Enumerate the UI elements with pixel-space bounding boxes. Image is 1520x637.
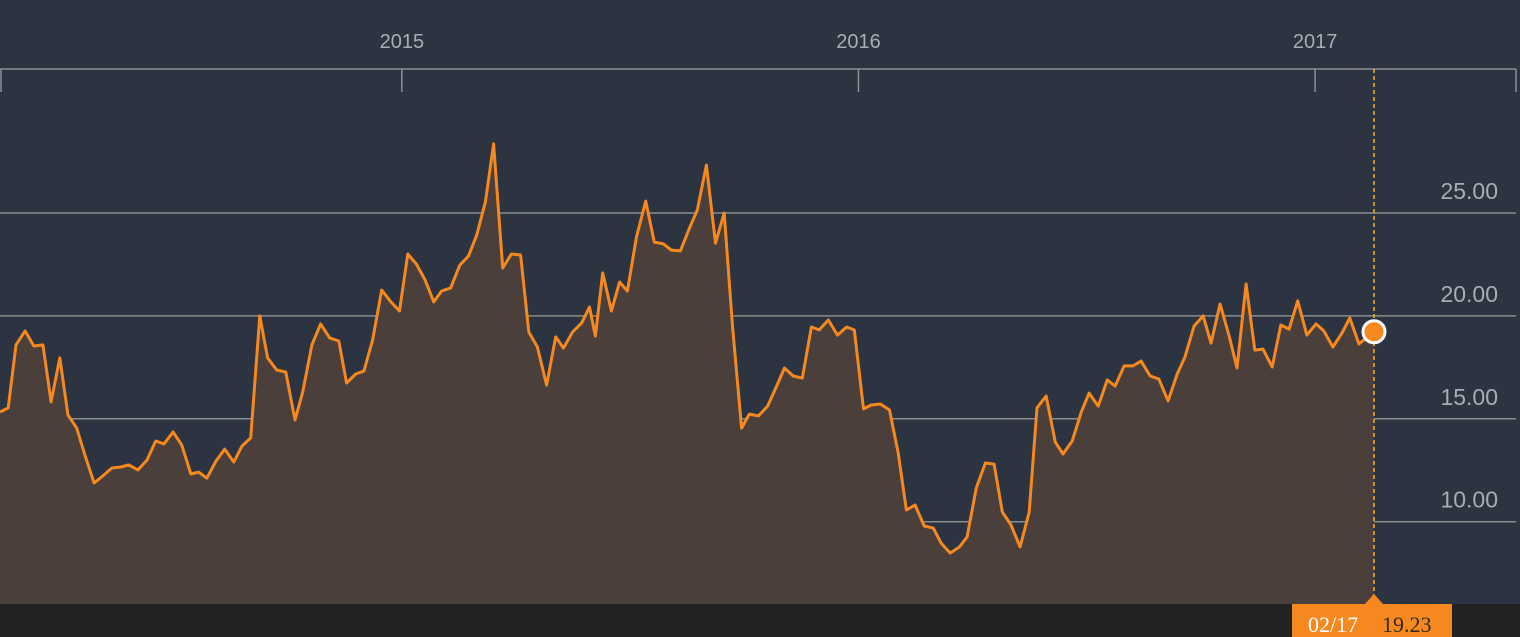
x-tick-label: 2015 xyxy=(380,31,425,53)
y-tick-label: 10.00 xyxy=(1440,487,1498,513)
last-point xyxy=(1361,319,1387,345)
cursor: 02/17 19.23 xyxy=(1291,69,1452,637)
cursor-pointer xyxy=(1364,594,1383,604)
cursor-value: 19.23 xyxy=(1382,612,1432,637)
x-axis: 2015 2016 2017 xyxy=(0,31,1517,92)
cursor-date: 02/17 xyxy=(1308,612,1358,637)
bottom-strip xyxy=(0,604,1520,637)
y-tick-label: 25.00 xyxy=(1440,178,1498,204)
x-tick-label: 2017 xyxy=(1293,31,1338,53)
plot xyxy=(0,142,1375,604)
line xyxy=(0,142,1375,555)
area xyxy=(0,143,1374,604)
y-tick-label: 15.00 xyxy=(1440,384,1498,410)
cursor-label-box xyxy=(1291,604,1452,637)
y-tick-label: 20.00 xyxy=(1440,281,1498,307)
x-tick-label: 2016 xyxy=(836,31,881,53)
